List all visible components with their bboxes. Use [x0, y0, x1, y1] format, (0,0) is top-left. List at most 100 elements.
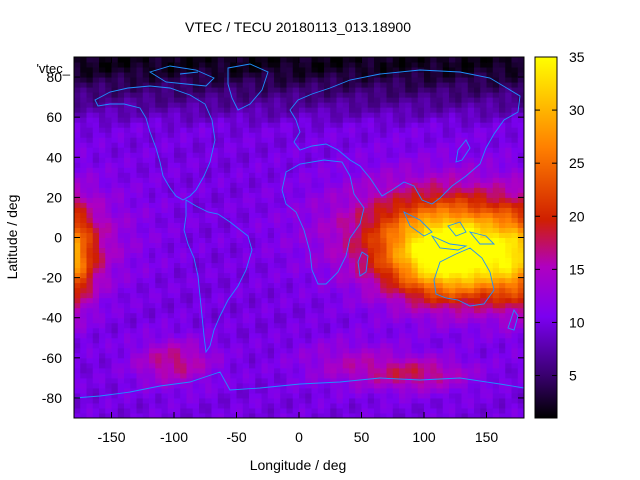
heat-cell — [174, 207, 181, 213]
heat-cell — [186, 137, 194, 143]
heat-cell — [267, 252, 275, 259]
heat-cell — [392, 77, 400, 83]
heat-cell — [217, 182, 225, 188]
heat-cell — [467, 257, 475, 264]
heat-cell — [86, 102, 94, 108]
heat-cell — [330, 77, 337, 83]
heat-cell — [142, 132, 150, 138]
heat-cell — [374, 167, 381, 173]
heat-cell — [324, 277, 331, 284]
heat-cell — [474, 152, 481, 158]
heat-cell — [136, 257, 144, 264]
heat-cell — [424, 202, 431, 208]
heat-cell — [161, 262, 169, 269]
heat-cell — [317, 377, 325, 384]
heat-cell — [380, 77, 387, 83]
heat-cell — [517, 187, 524, 193]
heat-cell — [186, 362, 194, 369]
heat-cell — [474, 397, 481, 404]
heat-cell — [242, 112, 250, 118]
heat-cell — [205, 67, 212, 73]
heat-cell — [211, 347, 219, 354]
heat-cell — [411, 237, 419, 244]
heat-cell — [311, 337, 319, 344]
heat-cell — [292, 77, 300, 83]
heat-cell — [286, 222, 294, 228]
heat-cell — [236, 232, 244, 238]
heat-cell — [205, 247, 212, 254]
heat-cell — [242, 362, 250, 369]
heat-cell — [180, 342, 187, 349]
heat-cell — [167, 212, 175, 218]
heat-cell — [99, 297, 106, 304]
heat-cell — [511, 212, 519, 218]
heat-cell — [267, 147, 275, 153]
heat-cell — [224, 352, 231, 359]
heat-cell — [480, 267, 487, 274]
heat-cell — [517, 197, 524, 203]
heat-cell — [417, 287, 425, 294]
heat-cell — [361, 297, 369, 304]
heat-cell — [274, 112, 281, 118]
heat-cell — [192, 167, 200, 173]
heat-cell — [105, 112, 112, 118]
heat-cell — [480, 112, 487, 118]
heat-cell — [361, 92, 369, 98]
heat-cell — [467, 202, 475, 208]
heat-cell — [261, 172, 269, 178]
heat-cell — [117, 342, 125, 349]
heat-cell — [161, 82, 169, 88]
heat-cell — [142, 287, 150, 294]
heat-cell — [367, 152, 375, 158]
heat-cell — [417, 377, 425, 384]
heat-cell — [280, 267, 287, 274]
heat-cell — [361, 372, 369, 379]
heat-cell — [124, 82, 131, 88]
heat-cell — [386, 302, 394, 309]
heat-cell — [199, 147, 206, 153]
heat-cell — [499, 192, 506, 198]
heat-cell — [342, 212, 350, 218]
heat-cell — [436, 322, 444, 329]
heat-cell — [392, 312, 400, 319]
heat-cell — [236, 307, 244, 314]
heat-cell — [380, 242, 387, 249]
heat-cell — [211, 222, 219, 228]
heat-cell — [505, 147, 512, 153]
heat-cell — [180, 347, 187, 354]
heat-cell — [442, 112, 450, 118]
heat-cell — [167, 242, 175, 249]
heat-cell — [336, 187, 344, 193]
heat-cell — [99, 87, 106, 93]
heat-cell — [142, 72, 150, 78]
heat-cell — [380, 227, 387, 233]
heat-cell — [511, 327, 519, 334]
heat-cell — [124, 387, 131, 394]
heat-cell — [467, 272, 475, 279]
heat-cell — [211, 182, 219, 188]
heat-cell — [249, 292, 256, 299]
heat-cell — [180, 107, 187, 113]
heat-cell — [424, 102, 431, 108]
heat-cell — [186, 187, 194, 193]
heat-cell — [161, 372, 169, 379]
heat-cell — [74, 402, 81, 409]
heat-cell — [449, 152, 456, 158]
heat-cell — [492, 207, 500, 213]
heat-cell — [436, 412, 444, 418]
heat-cell — [392, 202, 400, 208]
heat-cell — [249, 342, 256, 349]
heat-cell — [474, 232, 481, 238]
heat-cell — [480, 362, 487, 369]
heat-cell — [117, 82, 125, 88]
heat-cell — [130, 362, 137, 369]
heat-cell — [211, 372, 219, 379]
heat-cell — [417, 407, 425, 414]
heat-cell — [305, 372, 312, 379]
heat-cell — [274, 302, 281, 309]
heat-cell — [117, 287, 125, 294]
heat-cell — [174, 282, 181, 289]
heat-cell — [336, 237, 344, 244]
heat-cell — [442, 387, 450, 394]
heat-cell — [330, 252, 337, 259]
